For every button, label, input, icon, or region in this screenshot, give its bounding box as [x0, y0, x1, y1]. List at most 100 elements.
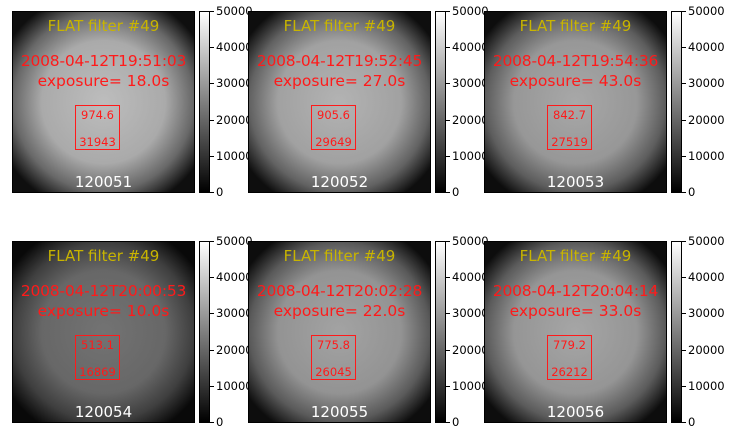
box-value-top: 513.1 [81, 338, 114, 352]
colorbar-tick-label: 40000 [688, 270, 725, 284]
exposure-label: exposure= 10.0s [37, 302, 170, 320]
colorbar-tick-label: 0 [216, 415, 224, 429]
colorbar-tick [210, 386, 214, 387]
colorbar-tick [210, 47, 214, 48]
colorbar-tick-label: 50000 [216, 234, 253, 248]
colorbar-tick [446, 386, 450, 387]
flat-image: FLAT filter #49 2008-04-12T19:52:45 expo… [248, 11, 431, 193]
image-intensity [249, 12, 430, 192]
colorbar-tick [682, 350, 686, 351]
colorbar-tick [682, 192, 686, 193]
measurement-box: 513.1 16869 [75, 335, 120, 380]
colorbar-tick [682, 277, 686, 278]
colorbar [199, 11, 210, 193]
colorbar-tick-label: 30000 [216, 306, 253, 320]
colorbar-tick-label: 40000 [216, 40, 253, 54]
colorbar-tick-label: 0 [216, 185, 224, 199]
colorbar-tick [682, 156, 686, 157]
colorbar-tick [210, 422, 214, 423]
box-value-top: 775.8 [317, 338, 350, 352]
box-value-bottom: 26045 [315, 365, 352, 379]
colorbar-tick-label: 20000 [452, 113, 489, 127]
colorbar-tick-label: 50000 [688, 234, 725, 248]
colorbar [671, 241, 682, 423]
image-intensity [13, 242, 194, 422]
colorbar-tick [446, 47, 450, 48]
datetime-label: 2008-04-12T19:52:45 [256, 52, 423, 70]
colorbar-tick [446, 313, 450, 314]
measurement-box: 842.7 27519 [547, 105, 592, 150]
colorbar-tick [446, 156, 450, 157]
box-value-top: 905.6 [317, 108, 350, 122]
flat-image: FLAT filter #49 2008-04-12T19:54:36 expo… [484, 11, 667, 193]
datetime-label: 2008-04-12T19:54:36 [492, 52, 659, 70]
colorbar-tick-label: 50000 [452, 4, 489, 18]
colorbar-tick [210, 120, 214, 121]
colorbar-tick-label: 30000 [688, 306, 725, 320]
colorbar-tick [210, 277, 214, 278]
measurement-box: 974.6 31943 [75, 105, 120, 150]
colorbar-tick [446, 350, 450, 351]
colorbar-tick-label: 40000 [452, 40, 489, 54]
flat-image: FLAT filter #49 2008-04-12T20:00:53 expo… [12, 241, 195, 423]
flat-panel: FLAT filter #49 2008-04-12T20:00:53 expo… [12, 235, 253, 428]
colorbar [671, 11, 682, 193]
colorbar [435, 241, 446, 423]
panel-title: FLAT filter #49 [47, 247, 160, 265]
colorbar-tick-label: 50000 [216, 4, 253, 18]
colorbar-tick-label: 0 [452, 185, 460, 199]
colorbar-tick [682, 422, 686, 423]
panel-title: FLAT filter #49 [283, 17, 396, 35]
exposure-label: exposure= 33.0s [509, 302, 642, 320]
colorbar-tick [210, 350, 214, 351]
flat-panel: FLAT filter #49 2008-04-12T19:52:45 expo… [248, 5, 489, 198]
colorbar-tick [210, 156, 214, 157]
measurement-box: 775.8 26045 [311, 335, 356, 380]
colorbar-tick [446, 241, 450, 242]
colorbar-tick-label: 0 [688, 415, 696, 429]
colorbar-tick-label: 10000 [452, 379, 489, 393]
exposure-label: exposure= 18.0s [37, 72, 170, 90]
colorbar-tick [682, 47, 686, 48]
box-value-bottom: 29649 [315, 135, 352, 149]
colorbar-tick [682, 120, 686, 121]
colorbar-tick-label: 40000 [688, 40, 725, 54]
colorbar-tick-label: 50000 [688, 4, 725, 18]
datetime-label: 2008-04-12T20:00:53 [20, 282, 187, 300]
frame-id-label: 120054 [74, 403, 133, 421]
colorbar-tick-label: 20000 [688, 113, 725, 127]
box-value-bottom: 31943 [79, 135, 116, 149]
flat-panel: FLAT filter #49 2008-04-12T20:04:14 expo… [484, 235, 725, 428]
flat-image: FLAT filter #49 2008-04-12T20:04:14 expo… [484, 241, 667, 423]
colorbar-tick [210, 192, 214, 193]
colorbar-tick-label: 30000 [452, 306, 489, 320]
flat-image: FLAT filter #49 2008-04-12T20:02:28 expo… [248, 241, 431, 423]
image-intensity [485, 242, 666, 422]
colorbar-tick [446, 422, 450, 423]
colorbar-tick [210, 313, 214, 314]
colorbar-tick [210, 83, 214, 84]
colorbar-tick-label: 50000 [452, 234, 489, 248]
colorbar-tick-label: 10000 [452, 149, 489, 163]
colorbar-tick [682, 11, 686, 12]
frame-id-label: 120056 [546, 403, 605, 421]
image-intensity [13, 12, 194, 192]
flat-panel: FLAT filter #49 2008-04-12T19:51:03 expo… [12, 5, 253, 198]
datetime-label: 2008-04-12T20:04:14 [492, 282, 659, 300]
colorbar-tick-label: 30000 [688, 76, 725, 90]
colorbar-tick-label: 20000 [216, 113, 253, 127]
colorbar-tick-label: 40000 [452, 270, 489, 284]
colorbar-tick [446, 277, 450, 278]
colorbar [199, 241, 210, 423]
colorbar [435, 11, 446, 193]
frame-id-label: 120053 [546, 173, 605, 191]
measurement-box: 905.6 29649 [311, 105, 356, 150]
colorbar-tick [682, 386, 686, 387]
image-intensity [485, 12, 666, 192]
colorbar-tick-label: 0 [452, 415, 460, 429]
colorbar-tick-label: 10000 [216, 379, 253, 393]
colorbar-tick-label: 20000 [216, 343, 253, 357]
measurement-box: 779.2 26212 [547, 335, 592, 380]
colorbar-tick [682, 83, 686, 84]
colorbar-tick [446, 192, 450, 193]
